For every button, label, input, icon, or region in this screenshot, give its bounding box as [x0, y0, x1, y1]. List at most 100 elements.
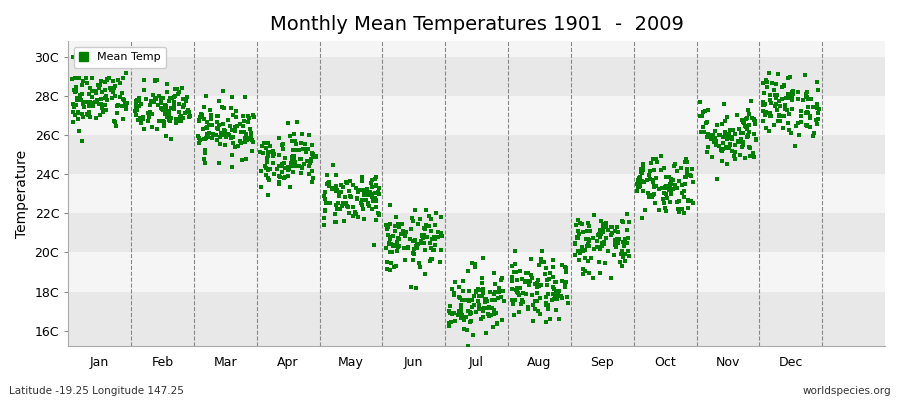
- Point: [516, 298, 530, 305]
- Point: [518, 290, 533, 297]
- Point: [479, 296, 493, 302]
- Point: [273, 173, 287, 179]
- Point: [581, 220, 596, 226]
- Point: [636, 162, 651, 169]
- Legend: Mean Temp: Mean Temp: [74, 47, 166, 68]
- Point: [259, 145, 274, 152]
- Point: [329, 219, 344, 226]
- Point: [275, 160, 290, 167]
- Point: [261, 153, 275, 159]
- Point: [309, 154, 323, 160]
- Point: [210, 119, 224, 125]
- Point: [616, 240, 631, 247]
- Point: [467, 293, 482, 299]
- Point: [349, 185, 364, 191]
- Point: [590, 244, 605, 250]
- Point: [709, 176, 724, 182]
- Point: [530, 290, 544, 296]
- Point: [554, 293, 569, 299]
- Point: [360, 186, 374, 192]
- Point: [598, 235, 613, 241]
- Point: [596, 229, 610, 235]
- Point: [571, 248, 585, 254]
- Point: [272, 135, 286, 141]
- Point: [294, 156, 309, 162]
- Point: [712, 132, 726, 138]
- Point: [642, 193, 656, 200]
- Point: [302, 132, 317, 138]
- Point: [78, 99, 93, 105]
- Point: [472, 287, 486, 294]
- Point: [210, 113, 224, 120]
- Point: [580, 258, 595, 264]
- Point: [285, 169, 300, 175]
- Point: [670, 185, 684, 191]
- Point: [333, 206, 347, 212]
- Point: [69, 88, 84, 95]
- Point: [746, 117, 760, 124]
- Point: [801, 104, 815, 110]
- Point: [760, 79, 774, 85]
- Point: [461, 268, 475, 274]
- Point: [488, 281, 502, 287]
- Point: [757, 90, 771, 96]
- Point: [452, 308, 466, 314]
- Point: [329, 187, 344, 193]
- Point: [658, 205, 672, 212]
- Point: [216, 126, 230, 133]
- Point: [346, 204, 360, 210]
- Point: [117, 96, 131, 103]
- Point: [677, 194, 691, 201]
- Point: [321, 181, 336, 188]
- Point: [664, 176, 679, 182]
- Point: [505, 296, 519, 303]
- Point: [654, 166, 669, 173]
- Point: [400, 245, 415, 252]
- Point: [413, 264, 428, 270]
- Point: [593, 231, 608, 237]
- Point: [485, 305, 500, 311]
- Point: [665, 177, 680, 183]
- Point: [88, 90, 103, 96]
- Bar: [68, 41, 885, 57]
- Point: [296, 146, 310, 152]
- Point: [148, 95, 162, 102]
- Point: [129, 98, 143, 105]
- Point: [605, 224, 619, 230]
- Point: [780, 120, 795, 126]
- Point: [771, 98, 786, 104]
- Point: [166, 102, 181, 108]
- Point: [772, 112, 787, 119]
- Point: [198, 93, 212, 99]
- Point: [303, 157, 318, 164]
- Point: [85, 94, 99, 100]
- Point: [645, 176, 660, 183]
- Point: [463, 319, 477, 325]
- Point: [477, 299, 491, 306]
- Point: [645, 193, 660, 200]
- Point: [81, 99, 95, 106]
- Point: [774, 96, 788, 102]
- Point: [104, 87, 119, 93]
- Point: [608, 237, 622, 244]
- Point: [256, 150, 270, 156]
- Point: [510, 284, 525, 291]
- Point: [284, 157, 299, 163]
- Point: [355, 187, 369, 193]
- Point: [511, 290, 526, 297]
- Point: [68, 75, 82, 82]
- Point: [591, 232, 606, 238]
- Point: [773, 102, 788, 109]
- Point: [654, 185, 669, 191]
- Point: [244, 130, 258, 136]
- Point: [233, 129, 248, 136]
- Point: [285, 154, 300, 160]
- Point: [454, 297, 469, 303]
- Point: [700, 144, 715, 150]
- Point: [410, 240, 425, 247]
- Point: [96, 109, 111, 115]
- Point: [491, 295, 506, 302]
- Point: [633, 174, 647, 180]
- Point: [780, 75, 795, 82]
- Point: [281, 164, 295, 170]
